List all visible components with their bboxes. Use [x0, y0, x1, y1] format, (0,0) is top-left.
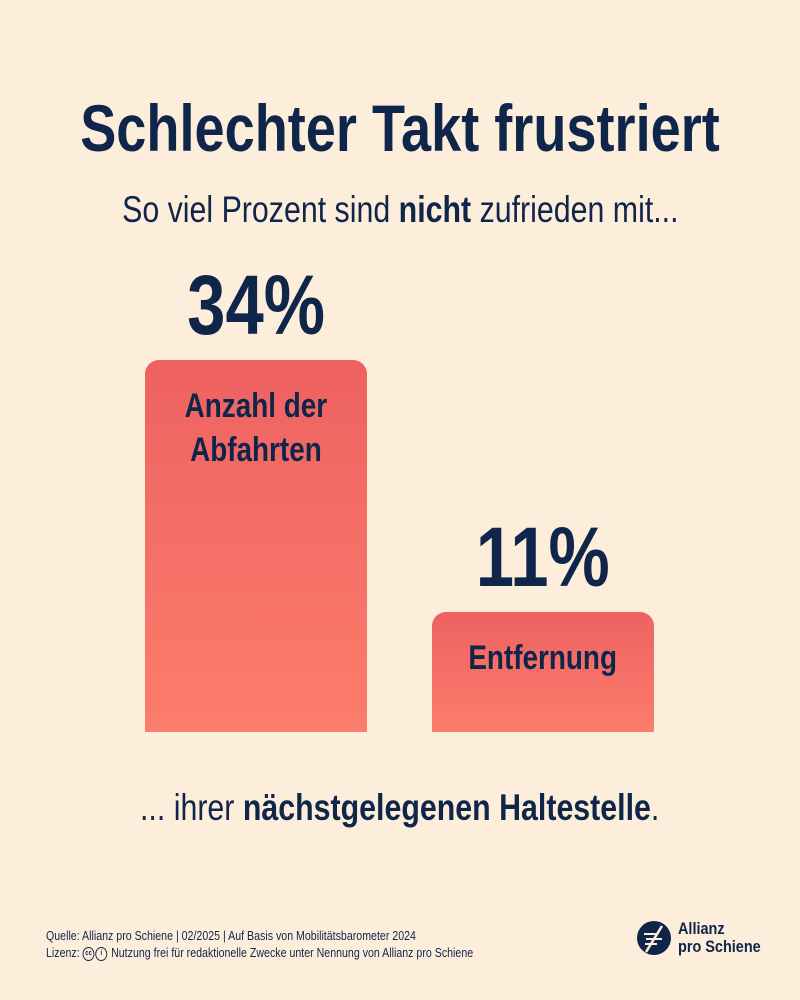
closing-text: ... ihrer nächstgelegenen Haltestelle.	[140, 787, 660, 828]
logo-mark-icon	[637, 921, 671, 955]
cc-icon: cc	[82, 946, 95, 961]
subtitle: So viel Prozent sind nicht zufrieden mit…	[121, 189, 679, 230]
category-label: Entfernung	[468, 638, 618, 677]
value-label: 11%	[475, 509, 611, 604]
value-label: 34%	[187, 258, 325, 352]
bar	[432, 611, 654, 732]
category-label: Anzahl der Abfahrten	[184, 387, 328, 469]
page-title: Schlechter Takt frustriert	[80, 91, 720, 165]
bar	[145, 360, 367, 732]
logo: Allianz pro Schiene	[636, 920, 775, 956]
by-attribution-icon: i	[95, 946, 108, 961]
license-note: Lizenz: cc i Nutzung frei für redaktionel…	[46, 946, 474, 961]
source-note: Quelle: Allianz pro Schiene | 02/2025 | …	[46, 929, 416, 943]
